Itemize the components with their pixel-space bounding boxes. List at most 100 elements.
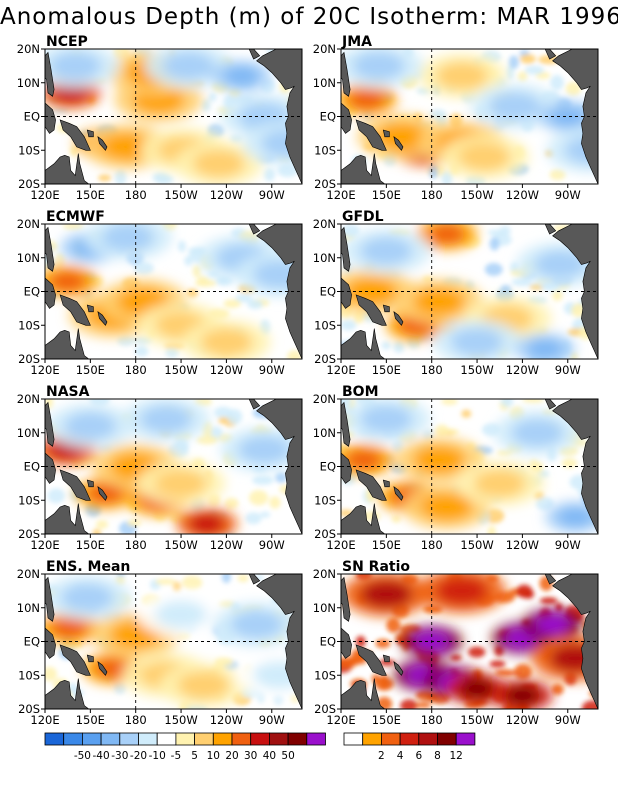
texture-blob (513, 663, 532, 680)
texture-blob (495, 669, 516, 677)
texture-blob (54, 253, 66, 269)
texture-blob (468, 646, 486, 658)
panel-title: GFDL (342, 209, 384, 225)
land-mass (86, 479, 94, 488)
legend-swatch (250, 732, 270, 746)
land-mass (393, 661, 404, 676)
texture-blob (429, 109, 447, 120)
panel-title: BOM (342, 384, 379, 400)
data-feature (375, 122, 428, 151)
land-mass (86, 654, 94, 663)
land-mass (341, 627, 352, 659)
data-feature (420, 493, 473, 521)
legend-swatch (194, 732, 214, 746)
legend-label: 5 (191, 750, 198, 762)
data-feature (511, 418, 564, 447)
land-mass (341, 226, 351, 272)
texture-blob (508, 55, 519, 69)
texture-blob (552, 289, 563, 302)
data-feature (451, 328, 504, 357)
legend-swatch (175, 732, 195, 746)
texture-blob (415, 702, 432, 709)
data-feature (534, 614, 571, 635)
texture-blob (201, 99, 211, 112)
legend-swatch (268, 732, 289, 746)
texture-blob (127, 519, 142, 527)
land-layer (341, 224, 598, 359)
field-layer (341, 224, 598, 359)
texture-blob (415, 689, 436, 701)
texture-blob (378, 659, 395, 666)
land-mass (341, 503, 386, 534)
y-tick-label: 20N (313, 392, 336, 406)
x-tick-label: 180 (421, 713, 443, 727)
land-mass (97, 486, 108, 501)
x-tick-label: 120E (326, 538, 355, 552)
land-mass (552, 224, 598, 359)
texture-blob (224, 497, 239, 509)
land-mass (256, 399, 302, 534)
x-tick-label: 180 (125, 713, 147, 727)
data-feature (527, 338, 564, 359)
texture-blob (172, 581, 182, 592)
texture-blob (441, 170, 453, 184)
data-feature (435, 576, 488, 605)
data-feature (64, 412, 117, 440)
data-feature (504, 685, 541, 706)
land-mass (355, 119, 387, 151)
y-tick-label: 20N (17, 392, 40, 406)
land-mass (45, 328, 90, 359)
land-mass (552, 49, 598, 184)
x-tick-label: 150W (460, 713, 493, 727)
legend-swatch (399, 732, 420, 746)
x-tick-label: 180 (125, 188, 147, 202)
data-feature (352, 51, 405, 80)
y-tick-label: 10S (314, 493, 336, 507)
texture-blob (522, 399, 544, 404)
legend-swatch (437, 732, 457, 746)
texture-blob (341, 224, 360, 238)
x-tick-label: 150E (76, 188, 105, 202)
land-mass (248, 399, 261, 410)
land-mass (552, 574, 598, 709)
x-tick-label: 180 (421, 538, 443, 552)
y-tick-label: 10N (17, 251, 40, 265)
texture-blob (549, 169, 566, 181)
field-layer (341, 574, 598, 709)
data-feature (413, 445, 466, 474)
texture-blob (181, 575, 203, 590)
x-tick-label: 150W (460, 363, 493, 377)
y-tick-label: EQ (320, 635, 336, 649)
land-mass (45, 678, 90, 709)
data-feature (473, 469, 526, 498)
land-mass (382, 129, 390, 138)
x-tick-label: 120E (30, 538, 59, 552)
x-tick-label: 150W (460, 538, 493, 552)
data-feature (459, 678, 496, 699)
legend-sn-ratio: 2 4 6 8 12 (343, 732, 476, 762)
land-mass (544, 224, 557, 235)
land-layer (45, 49, 302, 184)
land-mass (544, 49, 557, 60)
texture-blob (260, 511, 271, 518)
y-tick-label: 10N (313, 251, 336, 265)
texture-blob (565, 81, 581, 96)
texture-blob (505, 65, 515, 81)
texture-blob (196, 435, 219, 445)
texture-blob (561, 458, 578, 469)
texture-blob (277, 163, 298, 178)
y-tick-label: 10N (17, 426, 40, 440)
texture-blob (496, 449, 513, 456)
land-mass (59, 644, 91, 676)
y-tick-label: 10N (313, 76, 336, 90)
y-tick-label: 10N (313, 601, 336, 615)
data-feature (188, 513, 225, 534)
land-mass (45, 576, 55, 622)
x-tick-label: 180 (421, 188, 443, 202)
legend-swatch (287, 732, 308, 746)
data-feature (230, 610, 283, 639)
data-feature (428, 224, 465, 245)
legend-swatch (455, 732, 476, 746)
